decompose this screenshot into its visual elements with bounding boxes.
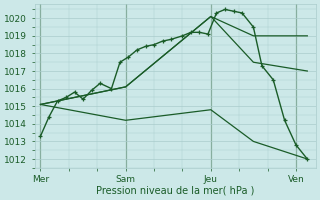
X-axis label: Pression niveau de la mer( hPa ): Pression niveau de la mer( hPa ) <box>96 186 254 196</box>
